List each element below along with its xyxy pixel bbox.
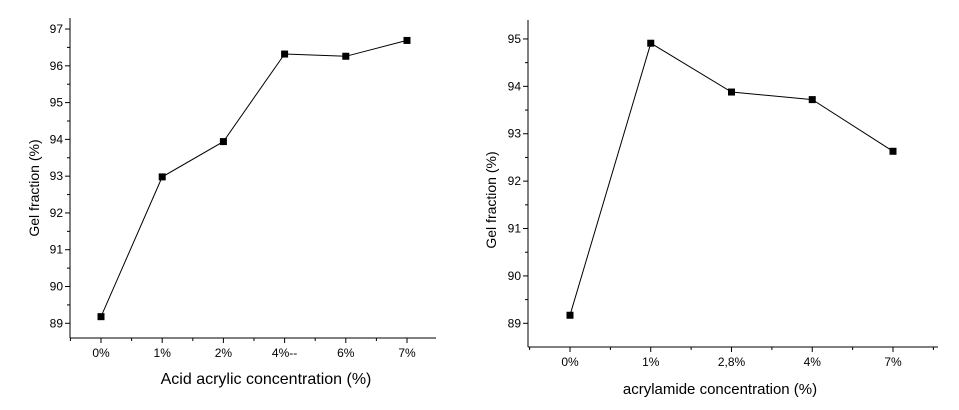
series-line	[100, 39, 408, 317]
x-tick-label: 0%	[92, 346, 110, 360]
data-point	[97, 313, 105, 321]
y-tick-label: 95	[50, 96, 64, 110]
y-tick-label: 94	[50, 132, 64, 146]
y-axis-title: Gel fraction (%)	[26, 139, 42, 236]
series-markers	[566, 39, 897, 319]
x-tick-label: 7%	[884, 355, 902, 369]
series-line	[569, 42, 894, 316]
x-tick-label: 7%	[398, 346, 416, 360]
x-tick-label: 4%	[804, 355, 822, 369]
data-point	[281, 50, 289, 58]
y-tick-label: 92	[508, 174, 522, 188]
y-tick-label: 96	[50, 59, 64, 73]
data-point	[158, 173, 166, 181]
series-markers	[97, 36, 411, 321]
y-tick-label: 97	[50, 22, 64, 36]
x-tick-label: 4%--	[272, 346, 297, 360]
y-tick-label: 89	[50, 316, 64, 330]
x-tick-label: 2%	[215, 346, 233, 360]
x-axis-title: Acid acrylic concentration (%)	[161, 371, 372, 388]
y-ticks: 89 90 91 92 93 94 95	[508, 32, 528, 330]
x-tick-label: 6%	[337, 346, 355, 360]
y-ticks: 89 90 91 92 93 94 95 96 97	[50, 22, 70, 330]
data-point	[403, 36, 411, 44]
data-point	[566, 311, 574, 319]
x-tick-label: 1%	[154, 346, 172, 360]
chart-acrylamide: 89 90 91 92 93 94 95 0% 1% 2,8% 4% 7% Gel fraction…	[483, 20, 938, 398]
y-tick-label: 90	[50, 280, 64, 294]
data-point	[808, 96, 816, 104]
data-point	[219, 138, 227, 146]
y-tick-label: 89	[508, 316, 522, 330]
x-axis-title: acrylamide concentration (%)	[623, 381, 817, 398]
y-tick-label: 94	[508, 79, 522, 93]
y-tick-label: 93	[508, 127, 522, 141]
y-tick-label: 90	[508, 269, 522, 283]
x-tick-label: 0%	[561, 355, 579, 369]
y-tick-label: 93	[50, 169, 64, 183]
y-axis-title: Gel fraction (%)	[483, 151, 499, 248]
x-ticks: 0% 1% 2% 4%-- 6% 7%	[69, 338, 416, 360]
data-point	[889, 147, 897, 155]
y-tick-label: 95	[508, 32, 522, 46]
y-tick-label: 91	[50, 243, 64, 257]
x-tick-label: 1%	[642, 355, 660, 369]
data-point	[728, 88, 735, 96]
data-point	[342, 52, 350, 60]
x-ticks: 0% 1% 2,8% 4% 7%	[529, 347, 934, 369]
data-point	[647, 39, 655, 47]
y-tick-label: 91	[508, 222, 522, 236]
chart-acid-acrylic: 89 90 91 92 93 94 95 96 97 0% 1% 2% 4%-- 6% 7% Gel fr…	[26, 18, 436, 388]
y-tick-label: 92	[50, 206, 64, 220]
x-tick-label: 2,8%	[718, 355, 746, 369]
